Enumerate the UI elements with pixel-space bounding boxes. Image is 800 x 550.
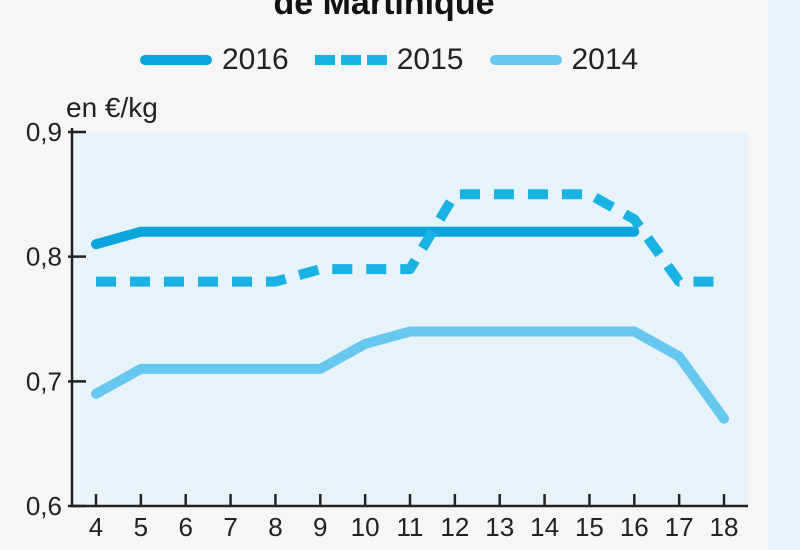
legend-item-2015: 2015 — [314, 43, 464, 77]
legend-swatch-2016 — [140, 55, 212, 65]
x-tick-label: 18 — [710, 512, 739, 542]
legend-label-2016: 2016 — [222, 43, 289, 76]
y-axis-unit-label: en €/kg — [66, 92, 158, 123]
x-tick-label: 11 — [397, 512, 424, 542]
legend-label-2015: 2015 — [396, 43, 464, 76]
y-tick-label: 0,9 — [26, 117, 62, 147]
x-tick-label: 10 — [351, 512, 380, 542]
x-tick-label: 7 — [223, 512, 237, 542]
y-tick-label: 0,8 — [26, 242, 62, 272]
legend-swatch-2015 — [314, 55, 387, 65]
plot-area — [72, 132, 748, 506]
y-tick-label: 0,6 — [26, 491, 62, 521]
side-panel-strip — [768, 0, 800, 550]
x-tick-label: 4 — [89, 512, 103, 542]
x-tick-label: 17 — [665, 512, 694, 542]
x-tick-label: 6 — [178, 512, 192, 542]
legend-swatch-2014 — [489, 55, 562, 65]
x-tick-label: 12 — [440, 512, 469, 542]
x-tick-label: 5 — [134, 512, 148, 542]
x-tick-label: 15 — [575, 512, 604, 542]
legend: 2016 2015 2014 — [140, 40, 664, 80]
chart-title: de Martinique — [273, 0, 495, 22]
x-tick-label: 14 — [530, 512, 559, 542]
x-tick-label: 16 — [620, 512, 649, 542]
legend-item-2014: 2014 — [489, 43, 639, 77]
legend-label-2014: 2014 — [571, 43, 639, 76]
legend-item-2016: 2016 — [140, 43, 289, 77]
x-tick-label: 13 — [485, 512, 514, 542]
x-tick-label: 8 — [268, 512, 282, 542]
y-tick-label: 0,7 — [26, 366, 62, 396]
x-tick-label: 9 — [313, 512, 327, 542]
